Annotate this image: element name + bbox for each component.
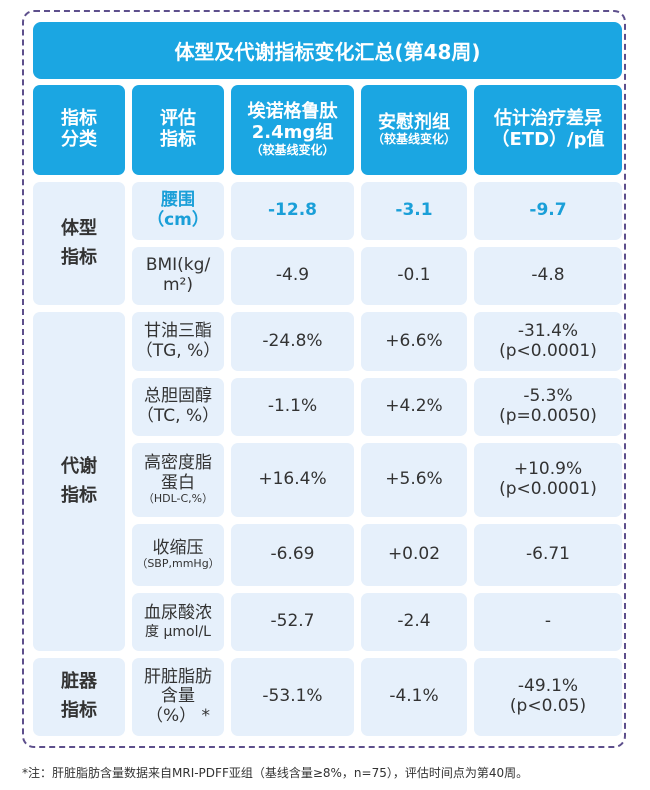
placebo-value: +0.02 (361, 524, 467, 586)
metric-text: 度 μmol/L (145, 623, 211, 640)
metric-text: （TG, %） (135, 340, 221, 361)
metric-text: 腰围 (161, 190, 195, 211)
category-text: 脏器 (61, 671, 97, 693)
metric-text: m²) (162, 275, 193, 295)
header-drug: 埃诺格鲁肽 2.4mg组 （较基线变化） (231, 85, 354, 175)
metric-subtext: （SBP,mmHg） (136, 557, 220, 571)
placebo-value: -2.4 (361, 593, 467, 651)
header-text: 2.4mg组 (251, 122, 334, 144)
category-text: 指标 (61, 484, 97, 506)
p-value: (p<0.05) (509, 696, 587, 716)
etd-value: -49.1% (p<0.05) (474, 658, 622, 736)
drug-value: +16.4% (231, 443, 354, 517)
metric-text: 总胆固醇 (144, 386, 212, 407)
category-text: 指标 (61, 700, 97, 721)
etd-value: -4.8 (474, 247, 622, 305)
p-value: (p<0.0001) (499, 479, 597, 499)
header-text: 指标 (160, 129, 196, 150)
header-text: 分类 (61, 129, 97, 150)
header-subtext: （较基线变化） (250, 142, 335, 157)
header-text: 评估 (160, 108, 196, 130)
metric-waist: 腰围 （cm） (132, 182, 224, 240)
metric-tc: 总胆固醇 （TC, %） (132, 378, 224, 436)
header-text: 指标 (61, 108, 97, 130)
p-value: (p<0.0001) (499, 340, 597, 361)
drug-value: -12.8 (231, 182, 354, 240)
header-text: （ETD）/p值 (491, 129, 605, 150)
placebo-value: +5.6% (361, 443, 467, 517)
category-metabolic: 代谢 指标 (33, 312, 125, 651)
metric-text: 高密度脂 (144, 453, 212, 474)
category-text: 代谢 (61, 455, 97, 477)
etd-text: -31.4% (517, 320, 579, 341)
category-text: 指标 (61, 246, 97, 268)
metric-uric-acid: 血尿酸浓度 μmol/L (132, 593, 224, 651)
etd-text: +10.9% (513, 459, 583, 480)
etd-text: -49.1% (517, 676, 579, 697)
footnote: *注：肝脏脂肪含量数据来自MRI-PDFF亚组（基线含量≥8%，n=75），评估… (22, 766, 529, 780)
metric-text: 蛋白 (161, 472, 195, 493)
placebo-value: +6.6% (361, 312, 467, 371)
etd-value: - (474, 593, 622, 651)
p-value: (p=0.0050) (499, 406, 597, 426)
metric-text: 血尿酸浓 (144, 603, 212, 624)
metric-text: （TC, %） (136, 406, 220, 426)
etd-text: -5.3% (523, 386, 573, 407)
drug-value: -24.8% (231, 312, 354, 371)
etd-value: -9.7 (474, 182, 622, 240)
category-text: 体型 (61, 217, 97, 239)
summary-table: 指标 分类 评估 指标 埃诺格鲁肽 2.4mg组 （较基线变化） 安慰剂组 （较基线变化）… (33, 85, 622, 736)
table-frame (22, 10, 626, 748)
etd-value: +10.9% (p<0.0001) (474, 443, 622, 517)
drug-value: -53.1% (231, 658, 354, 736)
header-text: 埃诺格鲁肽 (247, 101, 338, 123)
placebo-value: -4.1% (361, 658, 467, 736)
etd-value: -6.71 (474, 524, 622, 586)
header-placebo: 安慰剂组 （较基线变化） (361, 85, 467, 175)
metric-text: （cm） (147, 210, 209, 230)
metric-sbp: 收缩压 （SBP,mmHg） (132, 524, 224, 586)
header-text: 估计治疗差异 (494, 108, 602, 130)
category-body: 体型 指标 (33, 182, 125, 305)
header-text: 安慰剂组 (378, 111, 450, 133)
metric-text: 收缩压 (152, 537, 204, 558)
metric-tg: 甘油三酯 （TG, %） (132, 312, 224, 371)
header-etd: 估计治疗差异 （ETD）/p值 (474, 85, 622, 175)
metric-text: 甘油三酯 (144, 320, 212, 341)
metric-text: 肝脏脂肪 (144, 666, 212, 687)
placebo-value: -3.1 (361, 182, 467, 240)
placebo-value: +4.2% (361, 378, 467, 436)
metric-liver-fat: 肝脏脂肪 含量 （%） * (132, 658, 224, 736)
header-subtext: （较基线变化） (371, 132, 456, 147)
table-title: 体型及代谢指标变化汇总(第48周) (33, 22, 622, 79)
etd-value: -5.3% (p=0.0050) (474, 378, 622, 436)
drug-value: -52.7 (231, 593, 354, 651)
metric-text: （%） * (145, 705, 211, 726)
category-organ: 脏器 指标 (33, 658, 125, 736)
placebo-value: -0.1 (361, 247, 467, 305)
metric-subtext: （HDL-C,%） (142, 492, 214, 506)
etd-value: -31.4% (p<0.0001) (474, 312, 622, 371)
metric-bmi: BMI(kg/m²) (132, 247, 224, 305)
drug-value: -1.1% (231, 378, 354, 436)
drug-value: -4.9 (231, 247, 354, 305)
metric-text: BMI(kg/ (145, 255, 211, 276)
metric-text: 含量 (161, 686, 195, 707)
header-category: 指标 分类 (33, 85, 125, 175)
header-metric: 评估 指标 (132, 85, 224, 175)
metric-hdl: 高密度脂 蛋白 （HDL-C,%） (132, 443, 224, 517)
drug-value: -6.69 (231, 524, 354, 586)
